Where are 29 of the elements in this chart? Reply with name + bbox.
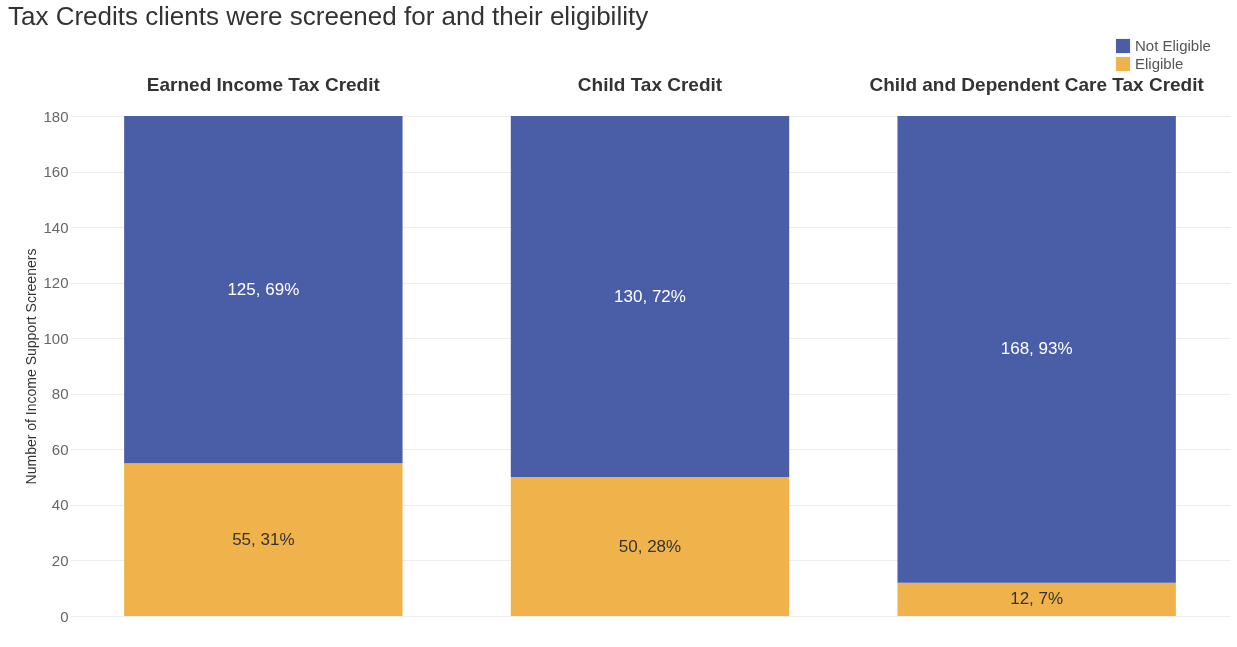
bar [510,116,790,478]
legend-label: Eligible [1135,55,1184,72]
x-tick-label: Child and Dependent Care Tax Credit [869,73,1205,95]
y-tick-label: 140 [43,218,69,236]
y-tick-label: 0 [60,607,69,625]
y-tick-label: 100 [43,329,69,347]
bar [510,477,790,616]
legend-label: Not Eligible [1135,37,1211,54]
data-label: 50, 28% [618,536,682,556]
y-axis-title: Number of Income Support Screeners [23,248,40,485]
bar [897,582,1176,616]
data-label: 125, 69% [227,279,300,299]
data-label: 55, 31% [232,529,295,549]
bar [124,463,403,616]
y-tick-label: 180 [43,107,69,125]
x-tick-label: Earned Income Tax Credit [146,73,381,95]
y-tick-label: 160 [43,163,69,181]
data-label: 130, 72% [614,286,686,306]
y-tick-label: 80 [51,385,69,403]
y-tick-label: 60 [51,440,69,458]
y-tick-label: 120 [43,274,69,292]
y-tick-label: 40 [51,496,69,514]
y-tick-label: 20 [51,551,69,569]
x-tick-label: Child Tax Credit [577,73,723,95]
bar [897,116,1176,583]
data-label: 168, 93% [1000,339,1073,359]
bar [124,116,403,464]
data-label: 12, 7% [1010,589,1064,609]
chart-title: Tax Credits clients were screened for and their eligibility [8,1,649,31]
